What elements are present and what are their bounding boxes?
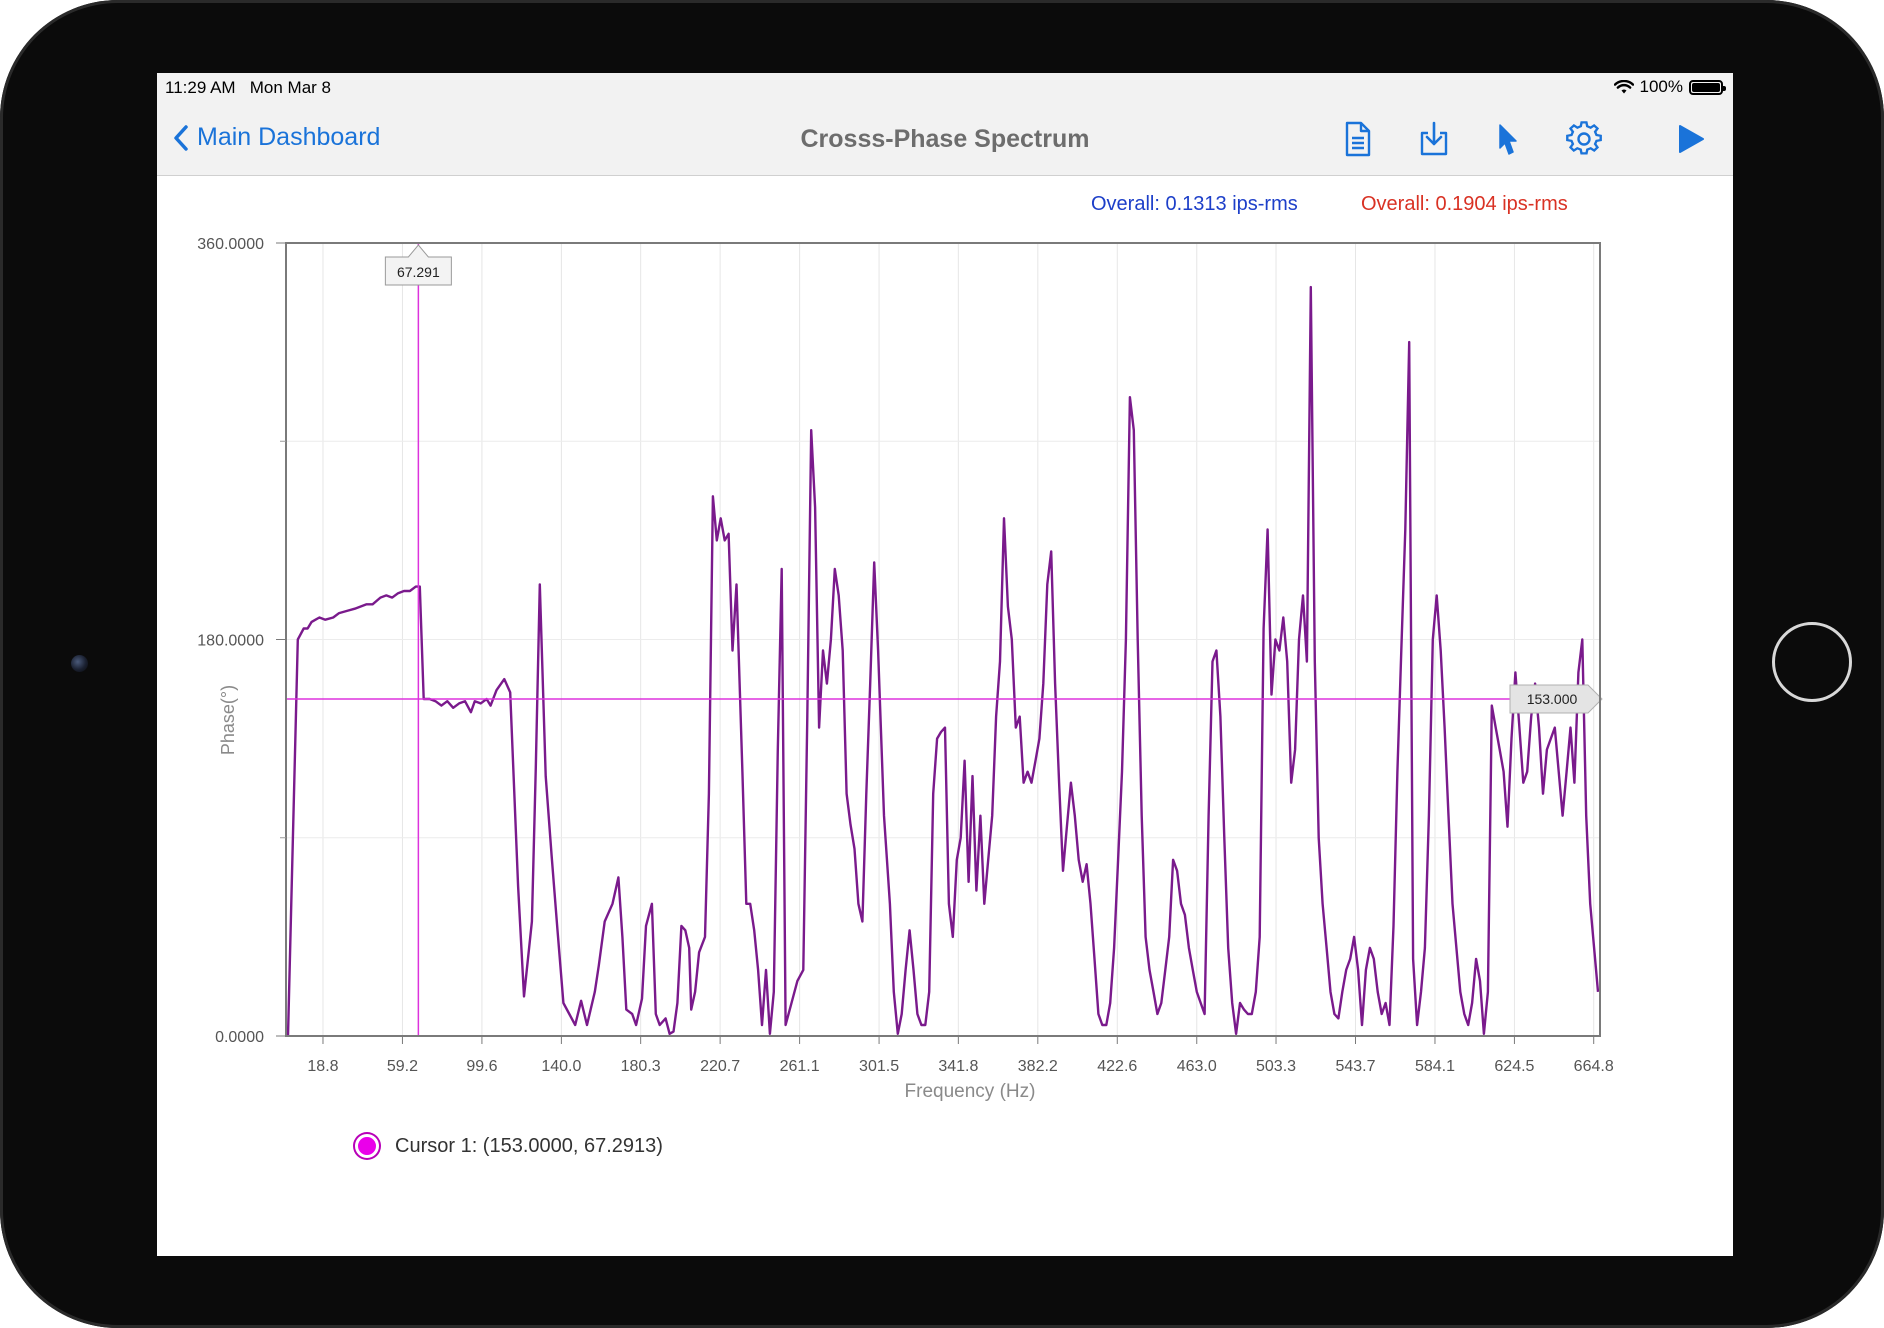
x-tick-label: 341.8 [938,1058,978,1075]
x-tick-label: 220.7 [700,1058,740,1075]
report-button[interactable] [1338,117,1378,161]
back-button[interactable]: Main Dashboard [173,123,380,152]
y-tick-label: 360.0000 [197,236,264,253]
y-tick-label: 0.0000 [215,1029,264,1046]
x-tick-label: 59.2 [387,1058,418,1075]
home-button[interactable] [1772,622,1852,702]
chart-grid [286,243,1600,1036]
play-button[interactable] [1671,117,1711,161]
battery-icon [1689,79,1726,95]
overall-value-blue: Overall: 0.1313 ips-rms [1091,193,1298,215]
x-axis-label: Frequency (Hz) [905,1081,1036,1102]
gear-icon [1566,121,1602,155]
page-title: Crosss-Phase Spectrum [800,125,1090,153]
screen: 11:29 AM Mon Mar 8 100% Main Dashboard [157,73,1733,1256]
phase-spectrum-chart[interactable]: 67.291 153.000 360.0000 180.0000 0.0000 18.… [157,73,1733,1256]
cursor-icon [1499,124,1517,155]
x-tick-label: 664.8 [1574,1058,1614,1075]
x-tick-label: 140.0 [541,1058,581,1075]
status-bar: 11:29 AM Mon Mar 8 100% [157,73,1733,103]
status-right: 100% [1613,77,1726,97]
x-tick-label: 301.5 [859,1058,899,1075]
x-tick-label: 99.6 [466,1058,497,1075]
x-tick-label: 382.2 [1018,1058,1058,1075]
x-tick-label: 584.1 [1415,1058,1455,1075]
y-axis-label: Phase(°) [218,685,238,755]
series-layer [286,285,1600,1037]
back-label: Main Dashboard [197,123,381,151]
x-tick-label: 463.0 [1177,1058,1217,1075]
x-tick-label: 543.7 [1335,1058,1375,1075]
cursor-y-tag [1509,684,1603,714]
chart-legend: Cursor 1: (153.0000, 67.2913) [355,1134,663,1158]
camera-icon [71,655,88,672]
x-ticks: 18.8 59.2 99.6 140.0 180.3 220.7 261.1 301.5 341… [307,1036,1614,1075]
frame-layer [285,242,1601,1037]
status-time: 11:29 AM [165,78,236,97]
nav-bar: Main Dashboard Crosss-Phase Spectrum [157,103,1733,176]
x-tick-label: 503.3 [1256,1058,1296,1075]
battery-percent: 100% [1639,77,1683,96]
chevron-left-icon [174,124,188,151]
legend-label: Cursor 1: (153.0000, 67.2913) [395,1134,663,1157]
download-button[interactable] [1414,117,1454,161]
series-line [286,285,1600,1037]
y-ticks: 360.0000 180.0000 0.0000 [197,236,286,1046]
cursor-x-label: 67.291 [397,264,440,280]
wifi-icon [1613,79,1634,93]
cursor-layer: 67.291 153.000 [286,243,1603,1036]
download-icon [1420,121,1448,156]
cursor-y-label: 153.000 [1527,691,1578,707]
x-tick-label: 180.3 [621,1058,661,1075]
x-tick-label: 624.5 [1494,1058,1534,1075]
status-date: Mon Mar 8 [249,78,331,97]
cursor-x-tag [384,244,452,286]
play-icon [1679,125,1704,153]
y-tick-label: 180.0000 [197,633,264,650]
overall-value-red: Overall: 0.1904 ips-rms [1361,193,1568,215]
document-icon [1345,121,1371,157]
x-tick-label: 261.1 [780,1058,820,1075]
status-time-date: 11:29 AM Mon Mar 8 [165,78,331,98]
settings-button[interactable] [1564,117,1604,161]
cursor-marker-icon [355,1134,379,1158]
x-tick-label: 18.8 [307,1058,338,1075]
plot-frame [285,242,1601,1037]
x-tick-label: 422.6 [1097,1058,1137,1075]
cursor-button[interactable] [1488,117,1528,161]
